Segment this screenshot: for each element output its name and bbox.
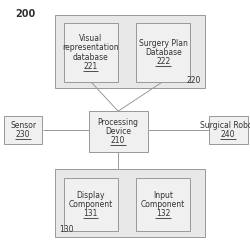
Text: Visual: Visual: [79, 34, 102, 43]
Bar: [55, 15, 205, 88]
Text: 240: 240: [221, 130, 236, 140]
Bar: [55, 169, 205, 237]
Text: Component: Component: [141, 200, 185, 209]
Text: Database: Database: [145, 48, 182, 57]
Text: 132: 132: [156, 209, 170, 218]
Text: 131: 131: [84, 209, 98, 218]
Text: Input: Input: [153, 190, 173, 200]
Bar: [209, 116, 248, 144]
Bar: [89, 111, 148, 152]
Text: Display: Display: [76, 190, 105, 200]
Bar: [4, 116, 43, 144]
Text: 221: 221: [84, 62, 98, 71]
Text: 220: 220: [187, 76, 201, 85]
Text: 230: 230: [16, 130, 30, 140]
Bar: [64, 178, 118, 231]
Text: 130: 130: [59, 225, 73, 234]
Bar: [64, 23, 118, 82]
Text: Device: Device: [105, 127, 131, 136]
Bar: [136, 178, 190, 231]
Text: Surgical Robot: Surgical Robot: [200, 121, 250, 130]
Text: representation: representation: [62, 43, 119, 52]
Text: 210: 210: [111, 136, 125, 145]
Text: Processing: Processing: [98, 118, 138, 127]
Text: Sensor: Sensor: [10, 121, 36, 130]
Text: Component: Component: [68, 200, 113, 209]
Text: 200: 200: [15, 9, 35, 19]
Text: 222: 222: [156, 57, 170, 66]
Text: database: database: [73, 53, 108, 62]
Text: Surgery Plan: Surgery Plan: [139, 39, 188, 48]
Bar: [136, 23, 190, 82]
